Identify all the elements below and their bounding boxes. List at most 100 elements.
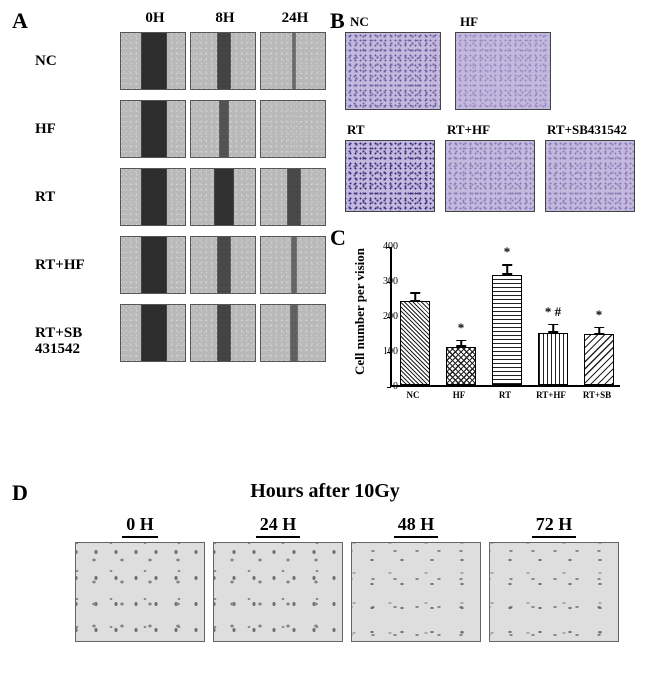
error-bar	[598, 327, 600, 335]
panel-label-d: D	[12, 480, 28, 506]
bar-chart: * * * # *	[390, 247, 620, 387]
panel-a-cells	[120, 100, 326, 158]
bar	[492, 275, 522, 385]
stained-cells-icon	[446, 141, 534, 211]
bar	[584, 334, 614, 385]
panel-a-col-1: 8H	[190, 10, 260, 27]
panel-a-col-headers: 0H 8H 24H	[120, 10, 335, 27]
significance-marker: * #	[545, 304, 561, 320]
panel-a-cells	[120, 32, 326, 90]
scratch-assay-image	[260, 168, 326, 226]
morphology-image	[489, 542, 619, 642]
scratch-assay-image	[190, 168, 256, 226]
scratch-assay-image	[190, 304, 256, 362]
panel-a-row-label: RT	[35, 190, 115, 206]
scratch-assay-image	[260, 32, 326, 90]
xtick-label: RT+SB	[576, 390, 618, 400]
transwell-image	[455, 32, 551, 110]
stained-cells-icon	[546, 141, 634, 211]
bar-block	[400, 292, 430, 385]
wound-gap	[141, 169, 166, 225]
scratch-assay-image	[190, 236, 256, 294]
wound-gap	[141, 33, 166, 89]
panel-a-cells	[120, 304, 326, 362]
morphology-image	[213, 542, 343, 642]
ytick-mark	[387, 387, 391, 389]
panel-d-col: 0 H	[75, 514, 205, 642]
panel-b-label: RT	[347, 122, 365, 138]
scratch-assay-image	[190, 32, 256, 90]
panel-a-cells	[120, 236, 326, 294]
stained-cells-icon	[346, 33, 440, 109]
transwell-image	[445, 140, 535, 212]
wound-gap	[291, 237, 297, 293]
scratch-assay-image	[120, 32, 186, 90]
error-bar	[460, 340, 462, 347]
wound-gap	[214, 169, 234, 225]
panel-c: Cell number per vision 0100200300400 ***…	[340, 235, 640, 420]
panel-d-timepoint: 24 H	[256, 514, 301, 538]
wound-gap	[141, 101, 166, 157]
panel-a-row-label: NC	[35, 54, 115, 70]
panel-label-a: A	[12, 8, 28, 34]
xtick-label: RT+HF	[530, 390, 572, 400]
scratch-assay-image	[260, 236, 326, 294]
panel-b-label: HF	[460, 14, 478, 30]
panel-d-title: Hours after 10Gy	[35, 480, 615, 503]
morphology-image	[351, 542, 481, 642]
wound-gap	[217, 237, 231, 293]
panel-a-row-label: RT+SB431542	[35, 326, 115, 358]
xtick-label: RT	[484, 390, 526, 400]
significance-marker: *	[596, 307, 603, 323]
panel-d-col: 72 H	[489, 514, 619, 642]
scratch-assay-image	[120, 100, 186, 158]
bar	[446, 347, 476, 386]
wound-gap	[292, 33, 297, 89]
error-bar	[506, 264, 508, 275]
panel-d-cols: 0 H 24 H 48 H 72 H	[75, 514, 619, 642]
panel-a-row-label: RT+HF	[35, 258, 115, 274]
transwell-image	[545, 140, 635, 212]
panel-d-timepoint: 48 H	[394, 514, 439, 538]
wound-gap	[287, 169, 301, 225]
xtick-label: HF	[438, 390, 480, 400]
transwell-image	[345, 32, 441, 110]
panel-b-label: RT+HF	[447, 122, 490, 138]
scratch-assay-image	[190, 100, 256, 158]
wound-gap	[290, 305, 297, 361]
wound-gap	[219, 101, 230, 157]
panel-d-col: 48 H	[351, 514, 481, 642]
panel-a-row-label: HF	[35, 122, 115, 138]
xtick-label: NC	[392, 390, 434, 400]
bar-block: * #	[538, 324, 568, 385]
panel-a-col-0: 0H	[120, 10, 190, 27]
panel-d-timepoint: 0 H	[122, 514, 158, 538]
scratch-assay-image	[120, 168, 186, 226]
chart-ylabel: Cell number per vision	[352, 248, 368, 375]
scratch-assay-image	[260, 100, 326, 158]
scratch-assay-image	[120, 236, 186, 294]
error-bar	[552, 324, 554, 333]
wound-gap	[141, 305, 166, 361]
morphology-image	[75, 542, 205, 642]
bar-block: *	[492, 264, 522, 385]
figure-root: A B C D 0H 8H 24H NCHFRTRT+HFRT+SB431542…	[0, 0, 650, 697]
bar-block: *	[584, 327, 614, 385]
wound-gap	[141, 237, 166, 293]
panel-d-col: 24 H	[213, 514, 343, 642]
scratch-assay-image	[120, 304, 186, 362]
panel-a-col-2: 24H	[260, 10, 330, 27]
panel-d-timepoint: 72 H	[532, 514, 577, 538]
panel-b-label: RT+SB431542	[547, 122, 627, 138]
significance-marker: *	[504, 244, 511, 260]
wound-gap	[217, 305, 232, 361]
panel-b-label: NC	[350, 14, 369, 30]
significance-marker: *	[458, 320, 465, 336]
error-bar	[414, 292, 416, 301]
bar-block: *	[446, 340, 476, 386]
bar	[538, 333, 568, 386]
stained-cells-icon	[456, 33, 550, 109]
stained-cells-icon	[346, 141, 434, 211]
wound-gap	[217, 33, 232, 89]
bar	[400, 301, 430, 385]
